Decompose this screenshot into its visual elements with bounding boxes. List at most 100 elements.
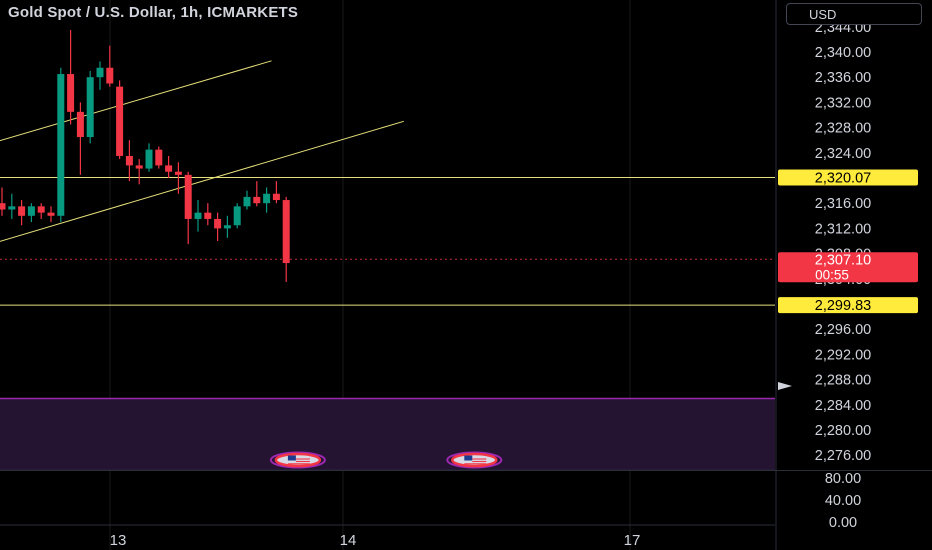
countdown-label: 00:55 [815,267,849,282]
indicator-tick-label: 80.00 [825,471,861,487]
candle [165,155,173,178]
candle-body [125,155,133,166]
candle [204,203,212,226]
indicator-zone [0,398,775,470]
candle [145,143,153,172]
candle [253,181,261,207]
price-tick-label: 2,276.00 [815,448,871,464]
candle-body [135,165,143,169]
candle [184,171,192,245]
last-price-label: 2,307.10 [815,252,871,268]
us-flag-icon [446,451,503,469]
candle [106,45,114,87]
candle [214,212,222,241]
candle [174,162,182,194]
candle-body [116,86,124,156]
candle [76,102,84,175]
candle-body [253,196,261,204]
indicator-tick-label: 40.00 [825,493,861,509]
candle [18,200,26,226]
currency-selector[interactable]: USD [786,3,922,25]
chart-title: Gold Spot / U.S. Dollar, 1h, ICMARKETS [8,4,299,21]
candle [135,159,143,185]
candle [272,181,280,204]
candle-body [233,206,241,226]
trendline-2 [0,120,404,242]
flag-canton [464,455,473,461]
candle [8,193,16,219]
price-tick-label: 2,280.00 [815,423,871,439]
candle-body [194,212,202,219]
candle-body [86,77,94,138]
candle-body [47,212,55,216]
price-badge-label: 2,320.07 [815,171,871,187]
price-tick-label: 2,324.00 [815,146,871,162]
price-tick-label: 2,288.00 [815,373,871,389]
candle-body [243,196,251,207]
candle-body [76,111,84,138]
candle-body [145,149,153,169]
candle-body [223,225,231,229]
candle [155,146,163,169]
candle [125,140,133,182]
candle-body [165,165,173,172]
price-tick-label: 2,340.00 [815,45,871,61]
price-tick-label: 2,296.00 [815,322,871,338]
last-price-badge [778,252,918,283]
candle-body [96,67,104,78]
us-flag-icon [269,451,326,469]
candle [27,203,35,223]
time-tick-label: 14 [340,532,357,549]
candle-body [0,203,6,210]
candle-body [27,206,35,216]
candle [57,67,65,223]
candle-body [184,174,192,219]
candle-body [155,149,163,166]
trendline-1 [0,60,272,142]
price-tick-label: 2,332.00 [815,95,871,111]
price-badge-label: 2,299.83 [815,298,871,314]
price-badge [778,169,918,186]
candle-body [57,74,65,216]
price-tick-label: 2,336.00 [815,70,871,86]
flag-canton [287,455,296,461]
candle-body [214,218,222,229]
price-badge [778,297,918,314]
candle-body [106,67,114,84]
time-tick-label: 17 [624,532,641,549]
candle-body [204,212,212,219]
candle-body [272,193,280,201]
price-tick-label: 2,284.00 [815,398,871,414]
candle [282,196,290,282]
price-tick-label: 2,312.00 [815,221,871,237]
candle [243,190,251,210]
candle [233,203,241,229]
candle [263,187,271,213]
event-ring [269,451,326,469]
candle [223,215,231,238]
event-ring [446,451,503,469]
candle-body [37,206,45,213]
price-tick-label: 2,292.00 [815,347,871,363]
candle-body [8,206,16,210]
candle-body [263,193,271,204]
candle [96,61,104,90]
candle [86,70,94,144]
candle-body [174,171,182,175]
axis-arrow-icon [778,382,792,390]
candle-body [67,74,75,112]
price-tick-label: 2,328.00 [815,121,871,137]
candle [116,80,124,160]
candle [47,206,55,223]
event-badge [274,452,322,468]
indicator-tick-label: 0.00 [829,515,857,531]
price-tick-label: 2,316.00 [815,196,871,212]
currency-label: USD [809,7,837,22]
candle [67,29,75,125]
candle [37,203,45,219]
event-badge [451,452,498,468]
candle [194,200,202,232]
candle-body [18,206,26,216]
time-tick-label: 13 [110,532,127,549]
